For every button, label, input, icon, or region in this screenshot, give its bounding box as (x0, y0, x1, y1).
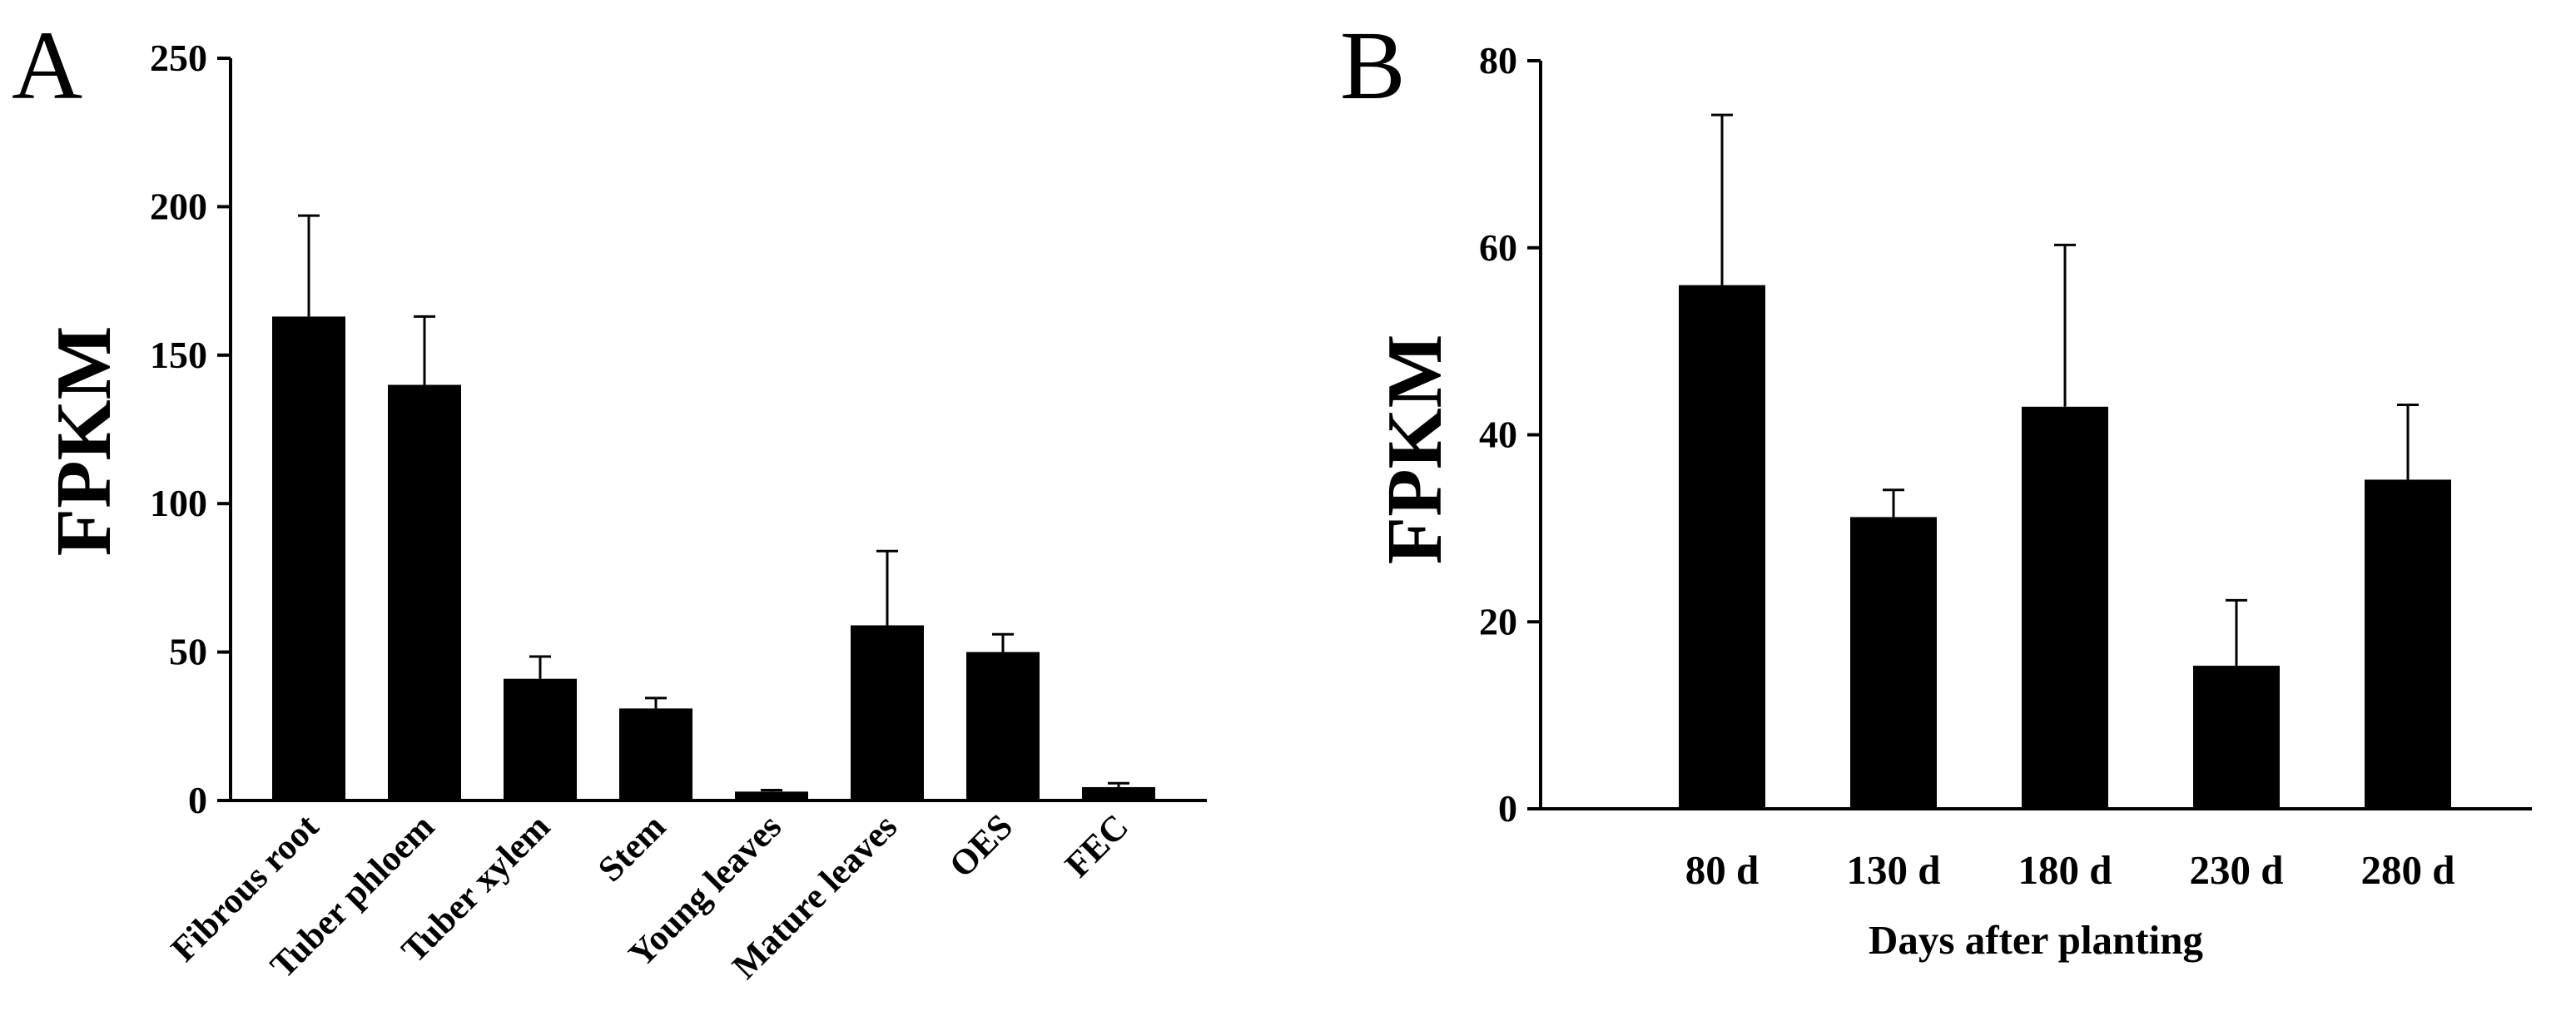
panel-a-bar (504, 678, 577, 800)
panel-a-axes (229, 58, 1207, 802)
panel-b-x-tick-label: 80 d (1685, 847, 1760, 893)
panel-b-y-tick-label: 80 (1479, 39, 1517, 82)
panel-a-bar (1082, 786, 1155, 800)
panel-a-bar (619, 708, 692, 800)
panel-b-x-tick-label: 180 d (2018, 847, 2112, 893)
panel-a-error-bar (761, 789, 782, 792)
panel-b-y-axis-label: FPKM (1372, 335, 1458, 565)
panel-a-error-bar (414, 315, 435, 385)
panel-b-y-tick-label: 20 (1479, 600, 1517, 642)
panel-b-y-ticks: 0 20 40 60 80 (1479, 39, 1541, 830)
panel-a-y-tick-label: 0 (188, 779, 207, 821)
panel-b-bar (1850, 517, 1937, 809)
panel-b-x-tick-labels: 80 d 130 d 180 d 230 d 280 d (1685, 847, 2455, 893)
panel-b-bar (2022, 406, 2108, 809)
panel-b-y-tick-label: 0 (1498, 787, 1517, 830)
panel-b-error-bar (1711, 113, 1733, 285)
panel-b-x-tick-label: 130 d (1846, 847, 1940, 893)
panel-a-y-tick-label: 50 (169, 631, 207, 673)
panel-a-label: A (12, 11, 82, 120)
panel-a-y-tick-label: 250 (150, 37, 207, 79)
panel-a-error-bar (992, 632, 1014, 652)
panel-b-bar (2365, 479, 2451, 809)
panel-a-error-bar (645, 696, 667, 709)
panel-b-error-bar (1883, 488, 1904, 518)
panel-a-y-tick-label: 200 (150, 185, 207, 227)
panel-b-bar (1679, 285, 1765, 809)
panel-a-error-bars (298, 214, 1129, 792)
panel-a-bar (735, 791, 808, 800)
panel-a-bar (388, 384, 461, 800)
panel-b-bar (2193, 666, 2280, 809)
panel-b-x-tick-label: 280 d (2360, 847, 2454, 893)
panel-a-error-bar (876, 549, 898, 626)
panel-b-y-tick-label: 60 (1479, 226, 1517, 269)
panel-a-y-ticks: 0 50 100 150 200 250 (150, 37, 231, 821)
panel-a-error-bar (298, 214, 320, 317)
panel-b: B FPKM 0 20 40 60 80 80 d 130 d 180 d 230 d 280 … (1340, 11, 2532, 963)
panel-b-x-tick-label: 230 d (2189, 847, 2283, 893)
panel-b-error-bar (2054, 243, 2076, 407)
panel-a-bar (966, 652, 1040, 800)
panel-b-label: B (1340, 11, 1406, 120)
panel-b-error-bar (2397, 404, 2419, 480)
panel-a-y-axis-label: FPKM (41, 326, 127, 557)
panel-b-bars (1679, 285, 2451, 809)
panel-a-error-bar (529, 655, 551, 679)
panel-a-error-bar (1108, 781, 1129, 787)
panel-b-axes (1539, 61, 2532, 810)
panel-a-bar (272, 316, 345, 800)
panel-a-bars (272, 316, 1155, 800)
panel-b-x-axis-label: Days after planting (1869, 917, 2204, 963)
panel-a-y-tick-label: 150 (150, 334, 207, 376)
panel-b-error-bar (2226, 598, 2247, 667)
panel-b-y-tick-label: 40 (1479, 414, 1517, 456)
panel-a-y-tick-label: 100 (150, 482, 207, 524)
panel-b-error-bars (1711, 113, 2419, 667)
panel-a-bar (851, 625, 924, 800)
